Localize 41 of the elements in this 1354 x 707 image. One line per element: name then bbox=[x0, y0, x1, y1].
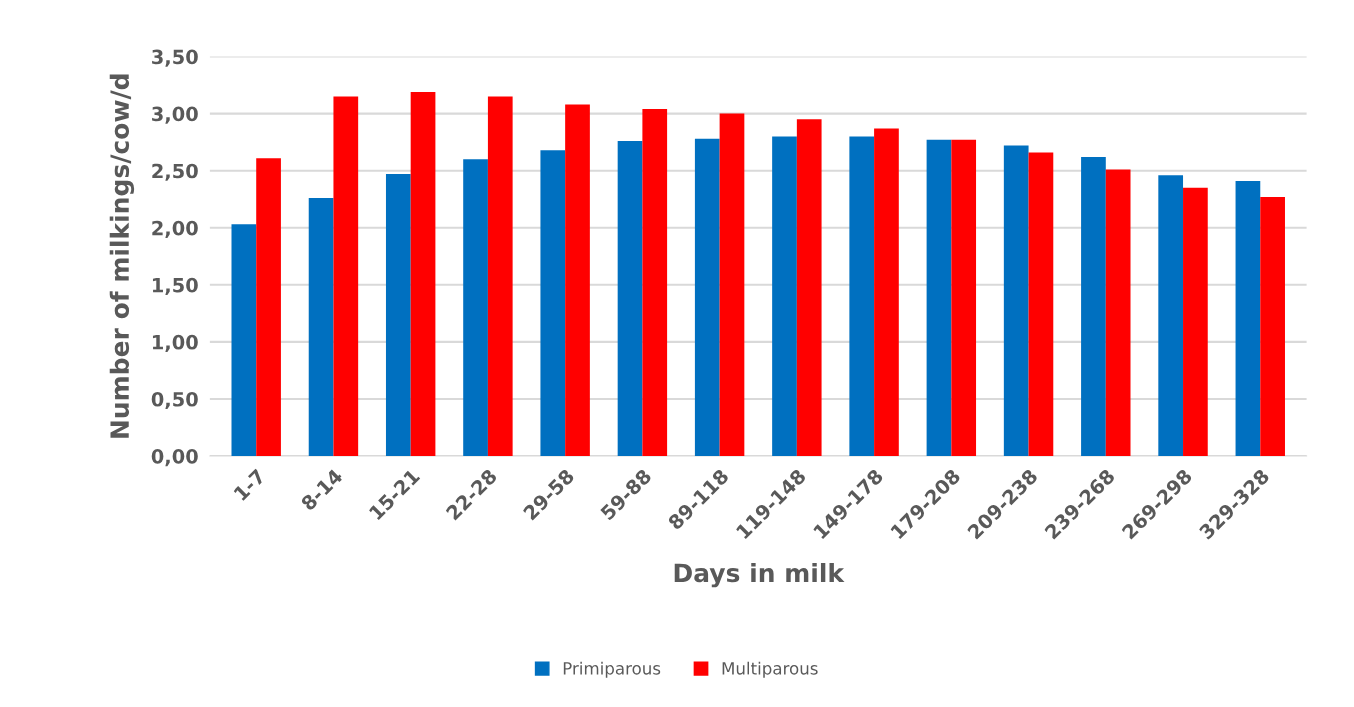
legend-label: Multiparous bbox=[722, 661, 818, 678]
y-axis-title: Number of milkings/cow/d bbox=[109, 74, 135, 438]
bar bbox=[642, 109, 668, 457]
y-tick-label: 3,00 bbox=[152, 106, 198, 124]
bar bbox=[1235, 180, 1261, 457]
bar bbox=[410, 91, 436, 457]
y-tick-label: 1,50 bbox=[152, 277, 198, 295]
bar bbox=[926, 139, 952, 457]
legend-label: Primiparous bbox=[563, 661, 661, 678]
bar bbox=[1260, 196, 1285, 457]
bar bbox=[1183, 187, 1208, 457]
x-tick-label: 1-7 bbox=[233, 468, 266, 501]
y-tick-label: 1,00 bbox=[152, 334, 198, 353]
bar bbox=[463, 159, 488, 457]
bar bbox=[487, 96, 513, 457]
bar bbox=[849, 136, 875, 457]
bar bbox=[1003, 145, 1029, 457]
y-tick-label: 0,50 bbox=[151, 391, 198, 410]
bar bbox=[256, 158, 281, 457]
y-tick-label: 2,50 bbox=[152, 163, 198, 181]
x-axis-title: Days in milk bbox=[674, 562, 845, 588]
bar bbox=[772, 136, 797, 457]
bar bbox=[1081, 156, 1106, 457]
bar bbox=[231, 224, 257, 457]
bar bbox=[796, 119, 822, 457]
bar bbox=[694, 138, 720, 457]
bar bbox=[617, 141, 643, 457]
y-tick-label: 2,00 bbox=[152, 220, 198, 238]
bar bbox=[1028, 152, 1054, 457]
bar bbox=[565, 104, 590, 457]
bar bbox=[385, 174, 411, 457]
bar bbox=[719, 113, 745, 457]
bar bbox=[308, 198, 334, 457]
y-tick-label: 0,00 bbox=[151, 448, 198, 467]
y-tick-label: 3,50 bbox=[152, 49, 198, 67]
bar bbox=[1158, 175, 1184, 457]
bar bbox=[333, 96, 359, 457]
bar bbox=[874, 128, 899, 457]
bar bbox=[1105, 169, 1131, 457]
bar bbox=[951, 139, 977, 457]
bar bbox=[540, 150, 566, 457]
